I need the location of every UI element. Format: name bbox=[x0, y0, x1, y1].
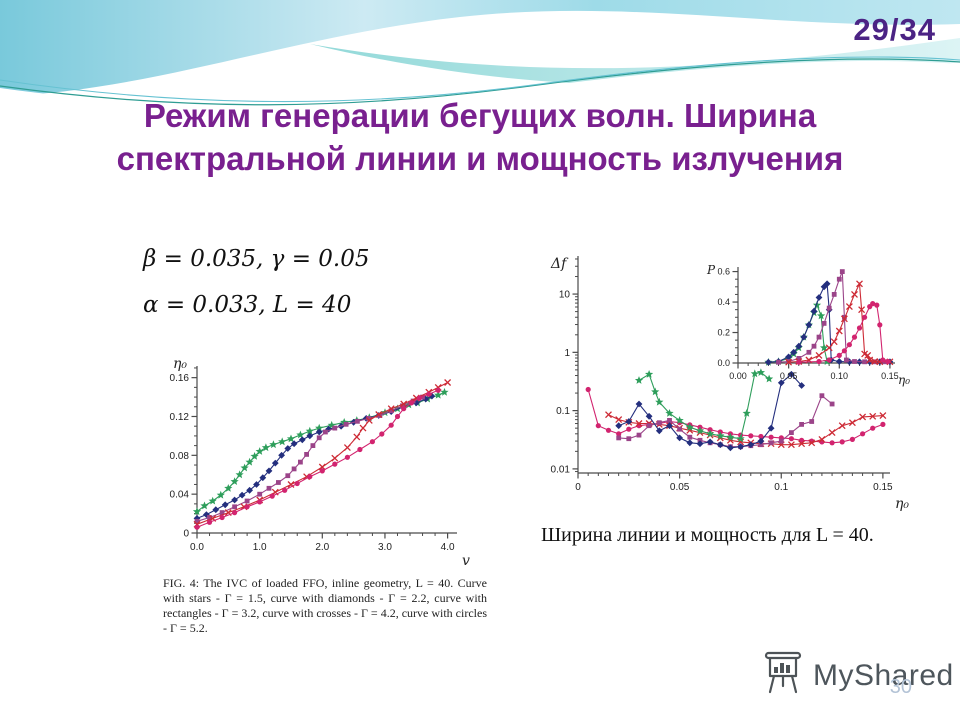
page-title-line-2: спектральной линии и мощность излучения bbox=[116, 140, 844, 177]
svg-text:0.6: 0.6 bbox=[717, 267, 730, 277]
svg-text:v: v bbox=[462, 553, 470, 569]
formula-line-2: α = 0.033, L = 40 bbox=[143, 292, 352, 318]
svg-text:0.00: 0.00 bbox=[729, 371, 747, 381]
slide-counter: 29/34 bbox=[853, 12, 936, 47]
myshared-logo-text: MyShared bbox=[813, 658, 954, 692]
header-wave-decoration bbox=[0, 0, 960, 118]
svg-text:0.2: 0.2 bbox=[717, 328, 730, 338]
svg-text:0.04: 0.04 bbox=[170, 490, 190, 501]
svg-text:0.01: 0.01 bbox=[551, 464, 571, 475]
formula-line-1: β = 0.035, γ = 0.05 bbox=[143, 246, 370, 272]
svg-text:η₀: η₀ bbox=[898, 373, 910, 387]
svg-text:0.05: 0.05 bbox=[670, 482, 690, 493]
svg-text:0: 0 bbox=[183, 529, 189, 540]
page-number: 30 bbox=[889, 676, 912, 698]
svg-text:0.1: 0.1 bbox=[774, 482, 788, 493]
svg-text:0: 0 bbox=[575, 482, 581, 493]
svg-text:0.10: 0.10 bbox=[831, 371, 849, 381]
svg-text:0.0: 0.0 bbox=[190, 542, 204, 553]
svg-text:0.15: 0.15 bbox=[873, 482, 893, 493]
svg-text:0.1: 0.1 bbox=[556, 406, 570, 417]
formula-block: β = 0.035, γ = 0.05 α = 0.033, L = 40 bbox=[143, 236, 370, 328]
svg-text:1.0: 1.0 bbox=[253, 542, 267, 553]
page-title-line-1: Режим генерации бегущих волн. Ширина bbox=[143, 97, 817, 134]
svg-text:3.0: 3.0 bbox=[378, 542, 392, 553]
linewidth-caption: Ширина линии и мощность для L = 40. bbox=[541, 524, 874, 546]
svg-text:10: 10 bbox=[559, 290, 571, 301]
svg-text:2.0: 2.0 bbox=[315, 542, 329, 553]
svg-text:0.08: 0.08 bbox=[170, 451, 190, 462]
svg-text:Δf: Δf bbox=[550, 256, 569, 272]
svg-text:0.16: 0.16 bbox=[170, 373, 190, 384]
svg-text:0.15: 0.15 bbox=[881, 371, 899, 381]
svg-text:0.0: 0.0 bbox=[717, 358, 730, 368]
fig4-caption: FIG. 4: The IVC of loaded FFO, inline ge… bbox=[163, 576, 487, 636]
svg-text:η₀: η₀ bbox=[173, 356, 187, 372]
svg-text:0.05: 0.05 bbox=[780, 371, 798, 381]
svg-text:η₀: η₀ bbox=[895, 496, 909, 512]
svg-text:4.0: 4.0 bbox=[441, 542, 455, 553]
linewidth-chart: 0 0.05 0.1 0.15 0.01 0.1 1 10 Δf η₀ bbox=[533, 242, 945, 520]
myshared-logo: MyShared bbox=[760, 650, 954, 701]
svg-text:P: P bbox=[706, 263, 716, 277]
flipchart-icon bbox=[760, 650, 806, 701]
iv-curve-chart: 0.0 1.0 2.0 3.0 4.0 0 0.04 0.08 0.12 0.16 η₀ v bbox=[147, 352, 482, 570]
svg-text:1: 1 bbox=[564, 348, 570, 359]
svg-text:0.12: 0.12 bbox=[170, 412, 190, 423]
svg-text:0.4: 0.4 bbox=[717, 297, 730, 307]
page-title: Режим генерации бегущих волн. Ширина спе… bbox=[0, 94, 960, 180]
